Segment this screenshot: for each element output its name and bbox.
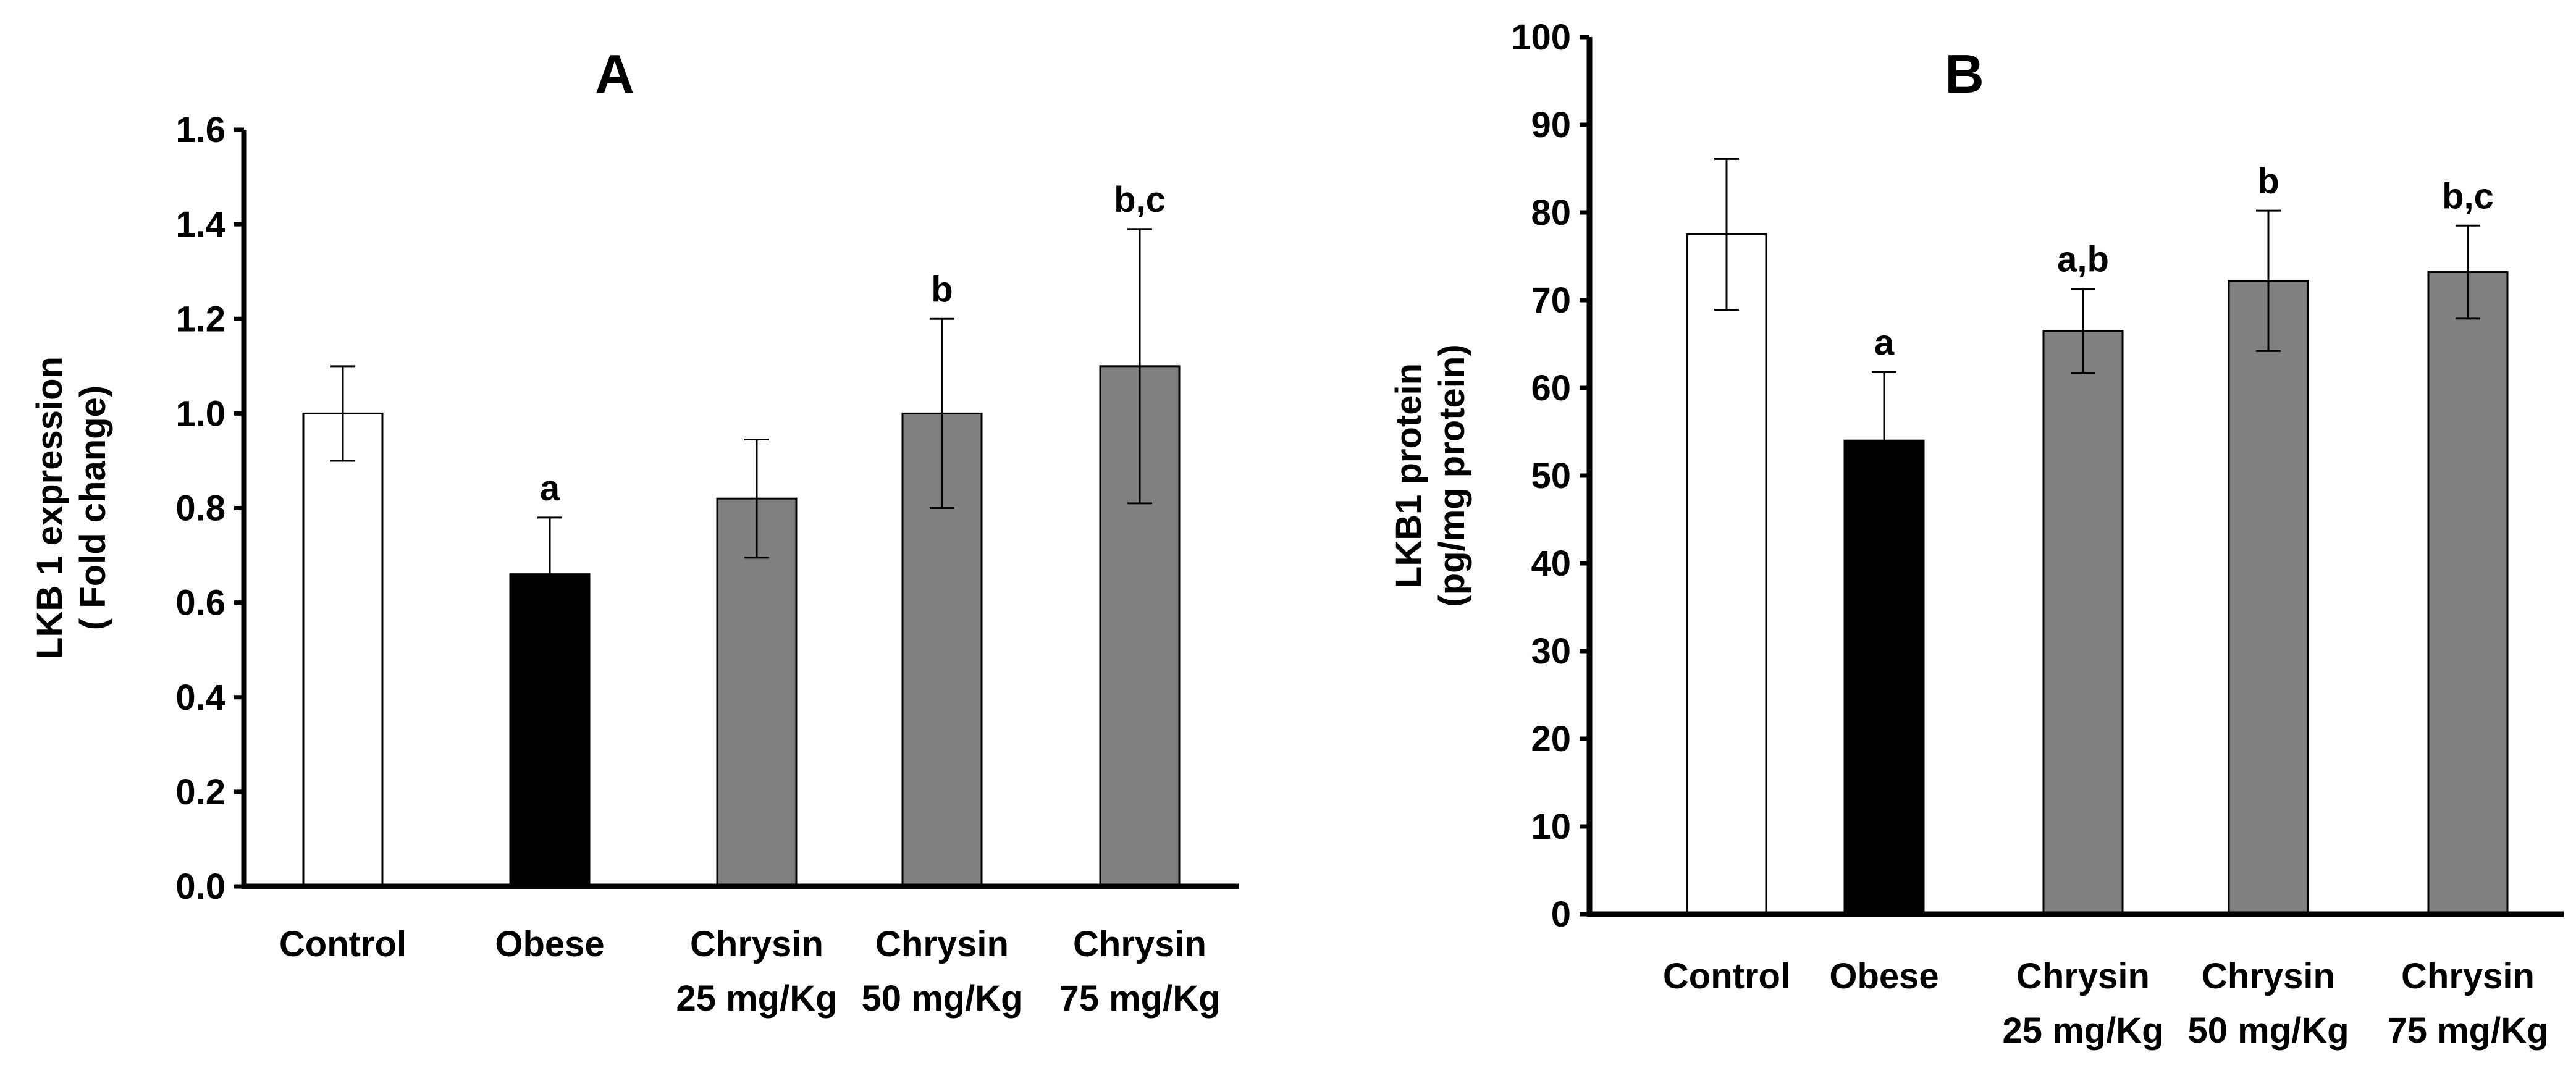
category-label: Chrysin 50 mg/Kg [2187,956,2349,1051]
error-bar [744,438,769,559]
y-tick-label: 0 [1551,894,1571,935]
y-tick-label: 0.2 [175,772,225,812]
y-tick-label: 20 [1531,719,1571,759]
bar [1843,439,1925,915]
y-tick-label: 1.6 [175,110,225,150]
error-bar [2456,224,2480,320]
y-tick-label: 30 [1531,631,1571,671]
error-bar [1872,371,1896,510]
error-bar [2071,288,2095,374]
error-bar [537,516,562,633]
error-bar [2256,209,2281,352]
bar [2427,271,2509,915]
category-label: Obese [495,924,604,964]
y-tick-label: 1.4 [175,204,225,245]
y-tick-label: 1.2 [175,299,225,339]
error-bar [330,365,355,462]
y-tick-label: 40 [1531,544,1571,584]
significance-label: b [931,269,953,309]
chart-title: A [595,43,634,104]
significance-label: b,c [1114,180,1166,220]
y-tick-label: 70 [1531,280,1571,321]
y-tick-label: 100 [1511,17,1571,57]
y-tick-label: 0.8 [175,489,225,529]
category-label: Chrysin 75 mg/Kg [2387,956,2548,1051]
bar [2042,330,2124,915]
category-label: Chrysin 25 mg/Kg [676,924,837,1019]
significance-label: b,c [2442,176,2494,216]
error-bar [1127,228,1152,505]
category-label: Control [1663,956,1790,996]
significance-label: a,b [2057,240,2109,280]
category-label: Chrysin 25 mg/Kg [2002,956,2163,1051]
y-tick-label: 50 [1531,456,1571,496]
significance-label: a [1874,322,1895,363]
chart-title: B [1945,43,1984,104]
y-tick-label: 10 [1531,807,1571,847]
y-tick-label: 0.0 [175,867,225,907]
y-tick-label: 0.6 [175,583,225,623]
y-tick-label: 80 [1531,193,1571,233]
y-axis-title: LKB1 protein(pg/mg protein) [1389,344,1472,607]
y-tick-label: 0.4 [175,678,225,718]
chart-a: A LKB 1 expression( Fold change) Control a O… [30,43,1239,1019]
y-tick-label: 60 [1531,368,1571,408]
y-tick-label: 90 [1531,105,1571,145]
bar [2228,280,2309,915]
error-bar [930,317,954,509]
category-label: Chrysin 50 mg/Kg [861,924,1022,1019]
category-label: Chrysin 75 mg/Kg [1059,924,1220,1019]
bar [1686,233,1767,915]
error-bar [1714,158,1739,311]
category-label: Control [279,924,406,964]
y-axis-title: LKB 1 expression( Fold change) [30,356,113,659]
category-label: Obese [1829,956,1938,996]
chart-b: B LKB1 protein(pg/mg protein) Control a Obes… [1389,17,2564,1051]
bar [302,412,384,888]
significance-label: a [540,468,560,508]
y-tick-label: 1.0 [175,393,225,434]
significance-label: b [2257,161,2279,201]
bar [716,497,798,888]
